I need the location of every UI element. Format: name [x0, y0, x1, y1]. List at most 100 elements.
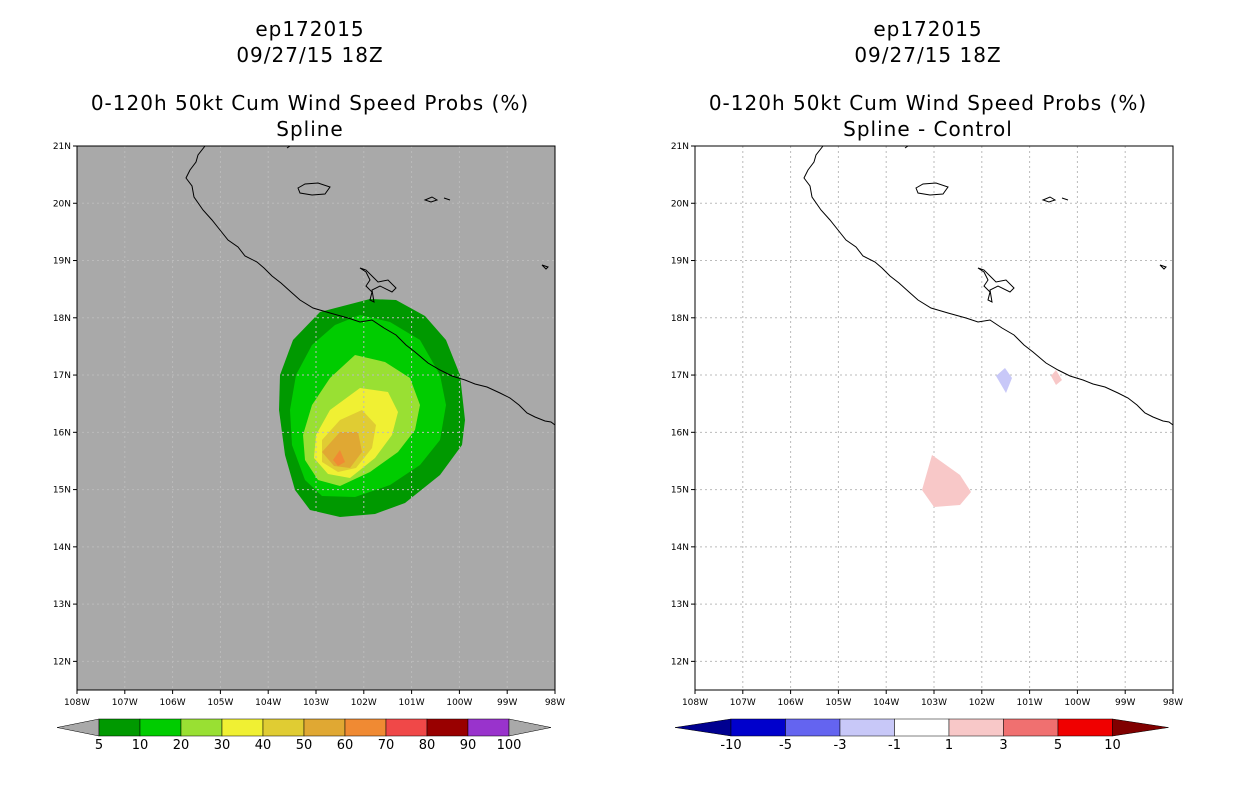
- lon-label: 101W: [1017, 698, 1043, 708]
- lat-label: 12N: [671, 657, 689, 667]
- island-2: [423, 196, 451, 203]
- lat-label: 21N: [53, 142, 71, 152]
- diff-contour-plus1-a: [1051, 370, 1062, 385]
- lon-label: 103W: [921, 698, 947, 708]
- right-grid-lines: [695, 146, 1173, 690]
- colorbar-label: 10: [1104, 738, 1121, 753]
- colorbar-label: 5: [95, 738, 103, 753]
- right-coastline: [803, 145, 1174, 426]
- island-1: [297, 182, 331, 196]
- colorbar-segment: [180, 718, 223, 737]
- lat-label: 15N: [671, 486, 689, 496]
- right-colorbar: -10 -5 -3 -1 1 3 5 10: [674, 718, 1169, 753]
- lat-label: 15N: [53, 486, 71, 496]
- colorbar-segment: [467, 718, 510, 737]
- colorbar-label: 50: [296, 738, 313, 753]
- colorbar-segment: [1057, 718, 1113, 737]
- lon-label: 107W: [112, 698, 138, 708]
- lon-label: 108W: [64, 698, 90, 708]
- lat-label: 14N: [671, 543, 689, 553]
- colorbar-label: 60: [337, 738, 354, 753]
- lat-label: 12N: [53, 657, 71, 667]
- lon-label: 105W: [825, 698, 851, 708]
- colorbar-over-arrow: [508, 718, 552, 737]
- colorbar-label: 1: [945, 738, 953, 753]
- right-datetime: 09/27/15 18Z: [854, 43, 1002, 67]
- lon-label: 99W: [497, 698, 517, 708]
- lat-label: 17N: [53, 371, 71, 381]
- colorbar-label: 100: [497, 738, 522, 753]
- colorbar-label: -1: [888, 738, 901, 753]
- colorbar-segment: [948, 718, 1004, 737]
- colorbar-under-arrow: [56, 718, 100, 737]
- left-axis-labels: 21N 20N 19N 18N 17N 16N 15N 14N 13N 12N 108W 107W 10…: [53, 142, 565, 708]
- left-colorbar: 5 10 20 30 40 50 60 70 80 90 100: [56, 718, 552, 753]
- colorbar-segment: [894, 718, 950, 737]
- lat-label: 18N: [53, 314, 71, 324]
- colorbar-label: -3: [834, 738, 847, 753]
- island-3: [541, 264, 549, 270]
- colorbar-label: 90: [460, 738, 477, 753]
- right-axis-labels: 21N 20N 19N 18N 17N 16N 15N 14N 13N 12N 108W 107W 10…: [671, 142, 1183, 708]
- lat-label: 16N: [53, 428, 71, 438]
- diff-contour-minus3: [996, 368, 1012, 393]
- colorbar-segment: [785, 718, 841, 737]
- colorbar-label: 5: [1054, 738, 1062, 753]
- colorbar-segment: [344, 718, 387, 737]
- lon-label: 102W: [969, 698, 995, 708]
- lon-label: 107W: [730, 698, 756, 708]
- lon-label: 104W: [873, 698, 899, 708]
- left-product-subtitle: Spline: [276, 117, 344, 141]
- lon-label: 104W: [255, 698, 281, 708]
- colorbar-label: -10: [720, 738, 741, 753]
- colorbar-segment: [139, 718, 182, 737]
- left-product-title: 0-120h 50kt Cum Wind Speed Probs (%): [90, 91, 530, 115]
- colorbar-label: -5: [779, 738, 792, 753]
- lat-label: 20N: [671, 199, 689, 209]
- lon-label: 108W: [682, 698, 708, 708]
- lon-label: 106W: [778, 698, 804, 708]
- lake-shape-right: [977, 267, 1015, 303]
- right-panel-title-block: ep172015 09/27/15 18Z: [678, 16, 1178, 68]
- right-storm-id: ep172015: [873, 17, 983, 41]
- colorbar-over-arrow: [1112, 718, 1169, 737]
- colorbar-segment: [98, 718, 141, 737]
- left-map: 21N 20N 19N 18N 17N 16N 15N 14N 13N 12N 108W 107W 10…: [53, 142, 565, 708]
- colorbar-segment: [730, 718, 786, 737]
- right-map: 21N 20N 19N 18N 17N 16N 15N 14N 13N 12N 108W 107W 10…: [671, 142, 1183, 708]
- right-panel-subtitle-block: 0-120h 50kt Cum Wind Speed Probs (%) Spl…: [678, 90, 1178, 142]
- island-2-right: [1041, 196, 1069, 203]
- left-datetime: 09/27/15 18Z: [236, 43, 384, 67]
- colorbar-segment: [221, 718, 264, 737]
- colorbar-segment: [303, 718, 346, 737]
- lon-label: 102W: [351, 698, 377, 708]
- colorbar-segment: [426, 718, 469, 737]
- lat-label: 16N: [671, 428, 689, 438]
- right-product-subtitle: Spline - Control: [843, 117, 1013, 141]
- lat-label: 18N: [671, 314, 689, 324]
- colorbar-label: 3: [999, 738, 1007, 753]
- lat-label: 13N: [53, 600, 71, 610]
- lon-label: 105W: [207, 698, 233, 708]
- island-1-right: [915, 182, 949, 196]
- left-storm-id: ep172015: [255, 17, 365, 41]
- colorbar-segment: [1003, 718, 1059, 737]
- mexico-coastline: [185, 145, 556, 426]
- left-panel-title-block: ep172015 09/27/15 18Z: [60, 16, 560, 68]
- lat-label: 20N: [53, 199, 71, 209]
- colorbar-label: 40: [255, 738, 272, 753]
- colorbar-segment: [262, 718, 305, 737]
- lat-label: 14N: [53, 543, 71, 553]
- colorbar-segment: [385, 718, 428, 737]
- lat-label: 19N: [53, 257, 71, 267]
- colorbar-label: 10: [132, 738, 149, 753]
- left-panel-subtitle-block: 0-120h 50kt Cum Wind Speed Probs (%) Spl…: [60, 90, 560, 142]
- right-product-title: 0-120h 50kt Cum Wind Speed Probs (%): [708, 91, 1148, 115]
- lat-label: 17N: [671, 371, 689, 381]
- lat-label: 21N: [671, 142, 689, 152]
- colorbar-label: 70: [378, 738, 395, 753]
- lon-label: 98W: [545, 698, 565, 708]
- mexico-coastline-right: [803, 145, 1174, 426]
- lon-label: 100W: [1064, 698, 1090, 708]
